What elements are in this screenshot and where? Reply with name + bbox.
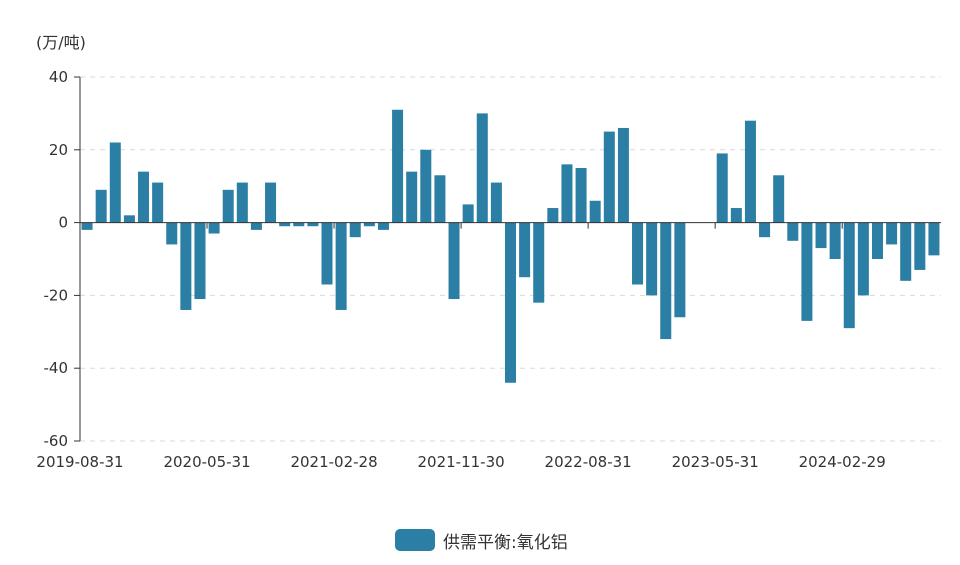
bar[interactable]	[843, 222, 855, 329]
bar[interactable]	[561, 164, 573, 223]
bar[interactable]	[504, 222, 517, 383]
bar[interactable]	[377, 222, 389, 230]
y-tick-label: 40	[49, 68, 68, 86]
x-tick-label: 2020-05-31	[163, 453, 250, 471]
bar[interactable]	[265, 182, 277, 223]
bar[interactable]	[180, 222, 192, 310]
bar[interactable]	[900, 222, 912, 281]
bar[interactable]	[236, 182, 248, 223]
x-tick-label: 2021-11-30	[418, 453, 505, 471]
bar[interactable]	[730, 208, 742, 223]
bar[interactable]	[759, 222, 771, 238]
bar[interactable]	[490, 182, 502, 223]
bar[interactable]	[279, 222, 291, 227]
bar[interactable]	[81, 222, 93, 230]
y-tick-label: 0	[58, 214, 68, 232]
axes	[74, 76, 941, 442]
legend-swatch	[395, 529, 435, 551]
bar[interactable]	[617, 127, 629, 223]
bar[interactable]	[109, 142, 121, 223]
tick-labels: 40 20 0 -20 -40 -60 2019-08-31 2020-05-31 2021-0…	[36, 68, 885, 471]
bar[interactable]	[349, 222, 361, 238]
bar[interactable]	[420, 149, 432, 223]
bar[interactable]	[801, 222, 813, 321]
bar[interactable]	[166, 222, 178, 245]
bar[interactable]	[152, 182, 164, 223]
bar[interactable]	[773, 175, 785, 223]
bar[interactable]	[533, 222, 545, 303]
bar[interactable]	[744, 120, 756, 223]
bar[interactable]	[222, 189, 234, 223]
bar[interactable]	[406, 171, 418, 223]
bar[interactable]	[123, 215, 135, 223]
bar[interactable]	[194, 222, 206, 300]
bar[interactable]	[476, 113, 488, 223]
y-tick-label: -20	[44, 286, 69, 304]
x-tick-label: 2024-02-29	[799, 453, 886, 471]
bar[interactable]	[138, 171, 150, 223]
x-tick-label: 2022-08-31	[545, 453, 632, 471]
x-tick-label: 2021-02-28	[290, 453, 377, 471]
bar[interactable]	[674, 222, 686, 318]
bar[interactable]	[448, 222, 460, 300]
bar[interactable]	[829, 222, 841, 259]
y-tick-label: -40	[44, 359, 69, 377]
y-tick-label: -60	[44, 432, 69, 450]
bar[interactable]	[886, 222, 898, 245]
bar[interactable]	[363, 222, 375, 227]
bar[interactable]	[660, 222, 672, 340]
bar[interactable]	[787, 222, 799, 241]
bar[interactable]	[462, 204, 474, 223]
bar[interactable]	[321, 222, 333, 285]
x-tick-label: 2023-05-31	[672, 453, 759, 471]
x-tick-label: 2019-08-31	[36, 453, 123, 471]
legend-label: 供需平衡:氧化铝	[443, 532, 568, 553]
bar[interactable]	[928, 222, 940, 256]
bar[interactable]	[519, 222, 531, 278]
bar[interactable]	[603, 131, 615, 223]
bar[interactable]	[857, 222, 869, 296]
bar[interactable]	[716, 153, 728, 223]
bar[interactable]	[914, 222, 926, 270]
bar[interactable]	[208, 222, 220, 234]
bar[interactable]	[646, 222, 658, 296]
bar[interactable]	[335, 222, 347, 310]
bar[interactable]	[632, 222, 644, 285]
bar[interactable]	[293, 222, 305, 227]
bar[interactable]	[307, 222, 319, 227]
y-axis-unit-label: (万/吨)	[36, 33, 86, 52]
y-tick-label: 20	[49, 141, 68, 159]
bar[interactable]	[434, 175, 446, 223]
bar[interactable]	[871, 222, 883, 259]
legend[interactable]: 供需平衡:氧化铝	[395, 528, 568, 553]
bar[interactable]	[250, 222, 262, 230]
bar[interactable]	[95, 189, 107, 223]
bar[interactable]	[392, 109, 404, 223]
bar[interactable]	[815, 222, 827, 249]
bar[interactable]	[589, 200, 601, 223]
bar[interactable]	[547, 208, 559, 223]
bars	[81, 109, 940, 383]
bar[interactable]	[575, 168, 587, 223]
